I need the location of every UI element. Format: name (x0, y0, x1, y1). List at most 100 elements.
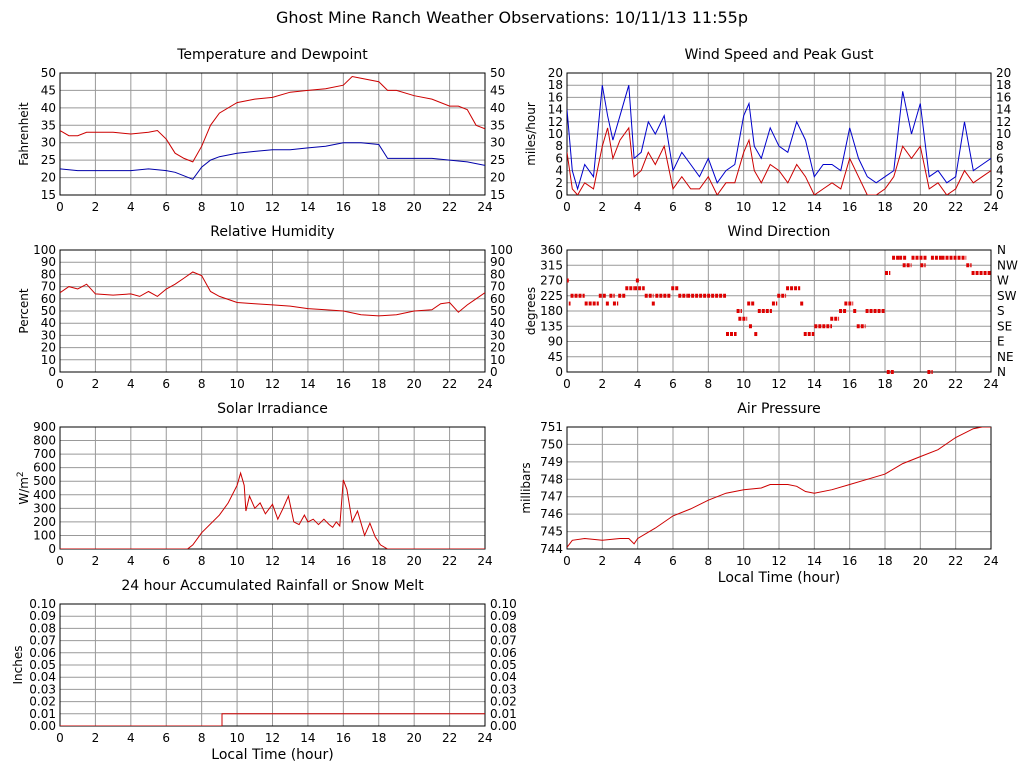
x-tick-label: 16 (336, 200, 351, 214)
series-line-0 (60, 471, 485, 549)
y-tick-label-right: 14 (996, 103, 1011, 117)
y-tick-label: 180 (540, 304, 563, 318)
chart-title: Wind Speed and Peak Gust (685, 47, 874, 63)
x-tick-label: 24 (983, 377, 998, 391)
x-tick-label: 20 (407, 731, 422, 745)
y-tick-label: 0.07 (29, 634, 56, 648)
y-tick-label-right: 0.05 (490, 658, 517, 672)
y-tick-label-right: E (997, 335, 1005, 349)
x-tick-label: 6 (162, 200, 170, 214)
x-tick-label: 0 (56, 731, 64, 745)
y-tick-label-right: 15 (490, 188, 505, 202)
y-tick-label: 70 (41, 280, 56, 294)
y-tick-label: 20 (548, 66, 563, 80)
y-tick-label-right: 40 (490, 316, 505, 330)
y-tick-label: 0.06 (29, 646, 56, 660)
y-tick-label-right: 30 (490, 328, 505, 342)
y-tick-label-right: 8 (996, 139, 1004, 153)
y-tick-label-right: 0.02 (490, 695, 517, 709)
plot-frame (566, 249, 992, 373)
y-tick-label: 45 (548, 350, 563, 364)
x-tick-label: 18 (371, 731, 386, 745)
x-tick-label: 18 (877, 554, 892, 568)
x-tick-label: 4 (127, 200, 135, 214)
y-tick-label-right: W (997, 274, 1009, 288)
x-tick-label: 20 (407, 377, 422, 391)
y-tick-label-right: S (997, 304, 1005, 318)
y-tick-label: 600 (33, 461, 56, 475)
y-tick-label: 10 (41, 353, 56, 367)
y-tick-label-right: 90 (490, 255, 505, 269)
x-tick-label: 4 (127, 554, 135, 568)
y-tick-label-right: 25 (490, 153, 505, 167)
plot-frame (59, 426, 486, 550)
series-line-0 (60, 75, 485, 163)
x-tick-label: 24 (477, 554, 492, 568)
y-tick-label-right: NW (997, 258, 1018, 272)
y-tick-label-right: 20 (490, 341, 505, 355)
y-tick-label-right: 20 (490, 171, 505, 185)
x-tick-label: 0 (563, 200, 571, 214)
y-tick-label: 0 (48, 365, 56, 379)
x-tick-label: 0 (56, 554, 64, 568)
x-tick-label: 4 (127, 731, 135, 745)
y-tick-label: 16 (548, 90, 563, 104)
y-tick-label: 90 (41, 255, 56, 269)
y-tick-label: 80 (41, 267, 56, 281)
series-line-0 (567, 427, 991, 548)
y-tick-label-right: 0 (996, 188, 1004, 202)
y-tick-label: 10 (548, 127, 563, 141)
y-tick-label: 900 (33, 420, 56, 434)
y-tick-label: 751 (540, 420, 563, 434)
y-tick-label: 20 (41, 171, 56, 185)
y-tick-label: 35 (41, 118, 56, 132)
y-axis-label: Fahrenheit (17, 102, 31, 166)
y-tick-label: 15 (41, 188, 56, 202)
x-tick-label: 6 (162, 554, 170, 568)
y-tick-label: 100 (33, 243, 56, 257)
x-tick-label: 8 (198, 731, 206, 745)
y-tick-label-right: 60 (490, 292, 505, 306)
y-tick-label: 0.04 (29, 670, 56, 684)
plot-frame (59, 603, 486, 727)
y-tick-label: 747 (540, 490, 563, 504)
y-tick-label-right: 30 (490, 136, 505, 150)
x-axis-label: Local Time (hour) (718, 570, 840, 586)
x-tick-label: 2 (599, 554, 607, 568)
x-tick-label: 2 (92, 731, 100, 745)
series-line-0 (60, 713, 485, 726)
y-tick-label: 0.01 (29, 707, 56, 721)
x-tick-label: 22 (948, 200, 963, 214)
x-tick-label: 24 (477, 731, 492, 745)
x-tick-label: 12 (265, 377, 280, 391)
y-tick-label-right: 35 (490, 118, 505, 132)
y-tick-label-right: 4 (996, 164, 1004, 178)
x-tick-label: 0 (563, 554, 571, 568)
y-tick-label-right: SW (997, 289, 1017, 303)
y-tick-label: 12 (548, 115, 563, 129)
x-tick-label: 14 (300, 731, 315, 745)
x-tick-label: 16 (336, 554, 351, 568)
x-tick-label: 4 (634, 200, 642, 214)
y-tick-label: 746 (540, 507, 563, 521)
y-tick-label: 0.09 (29, 609, 56, 623)
y-tick-label: 50 (41, 66, 56, 80)
y-tick-label: 8 (555, 139, 563, 153)
y-tick-label-right: 0.10 (490, 597, 517, 611)
x-tick-label: 4 (127, 377, 135, 391)
x-tick-label: 8 (198, 554, 206, 568)
y-tick-label: 225 (540, 289, 563, 303)
plot-frame (566, 426, 992, 550)
y-tick-label-right: 0.08 (490, 621, 517, 635)
y-tick-label: 0.10 (29, 597, 56, 611)
x-tick-label: 22 (948, 554, 963, 568)
chart-title: 24 hour Accumulated Rainfall or Snow Mel… (121, 578, 424, 594)
x-tick-label: 24 (477, 200, 492, 214)
x-tick-label: 0 (56, 377, 64, 391)
x-tick-label: 16 (842, 377, 857, 391)
y-tick-label-right: 16 (996, 90, 1011, 104)
y-tick-label-right: 0.07 (490, 634, 517, 648)
